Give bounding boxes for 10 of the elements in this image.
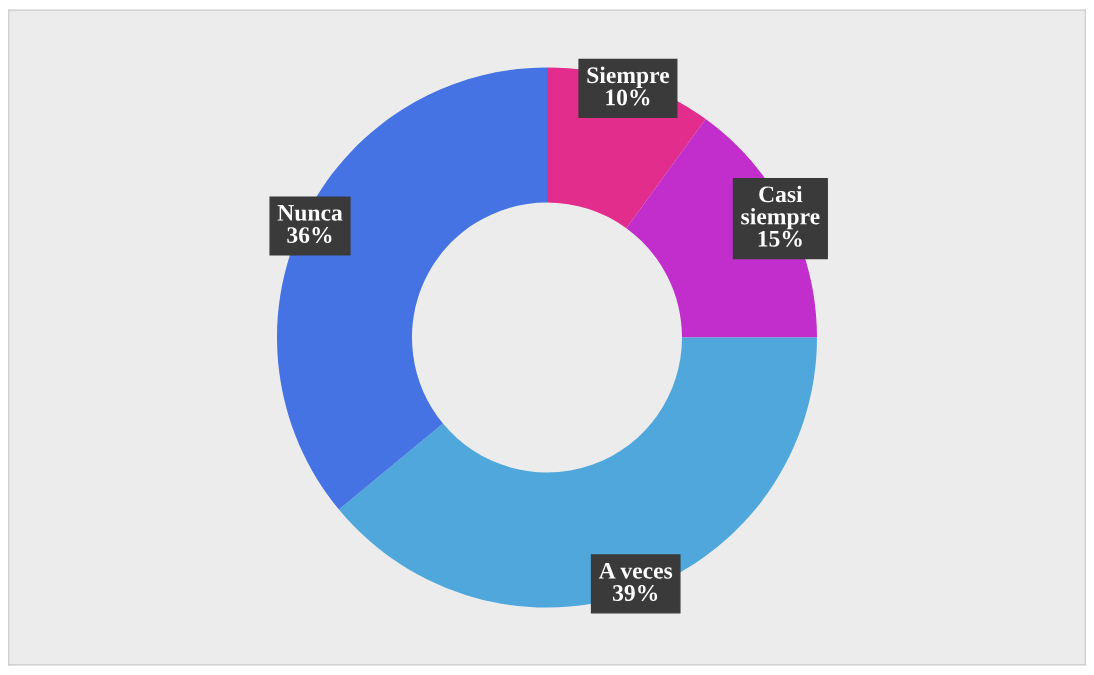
donut-slice (277, 67, 547, 510)
slice-label: A veces (598, 562, 673, 579)
donut-slice (338, 337, 817, 608)
slice-label: Casi siempre (741, 185, 820, 230)
data-label: 15% (758, 230, 802, 247)
slice-label: Nunca (277, 205, 343, 221)
slice-label: Siempre (587, 66, 670, 89)
data-label: 36% (287, 227, 332, 244)
data-label: 39% (612, 585, 658, 602)
data-label: 10% (606, 89, 650, 106)
